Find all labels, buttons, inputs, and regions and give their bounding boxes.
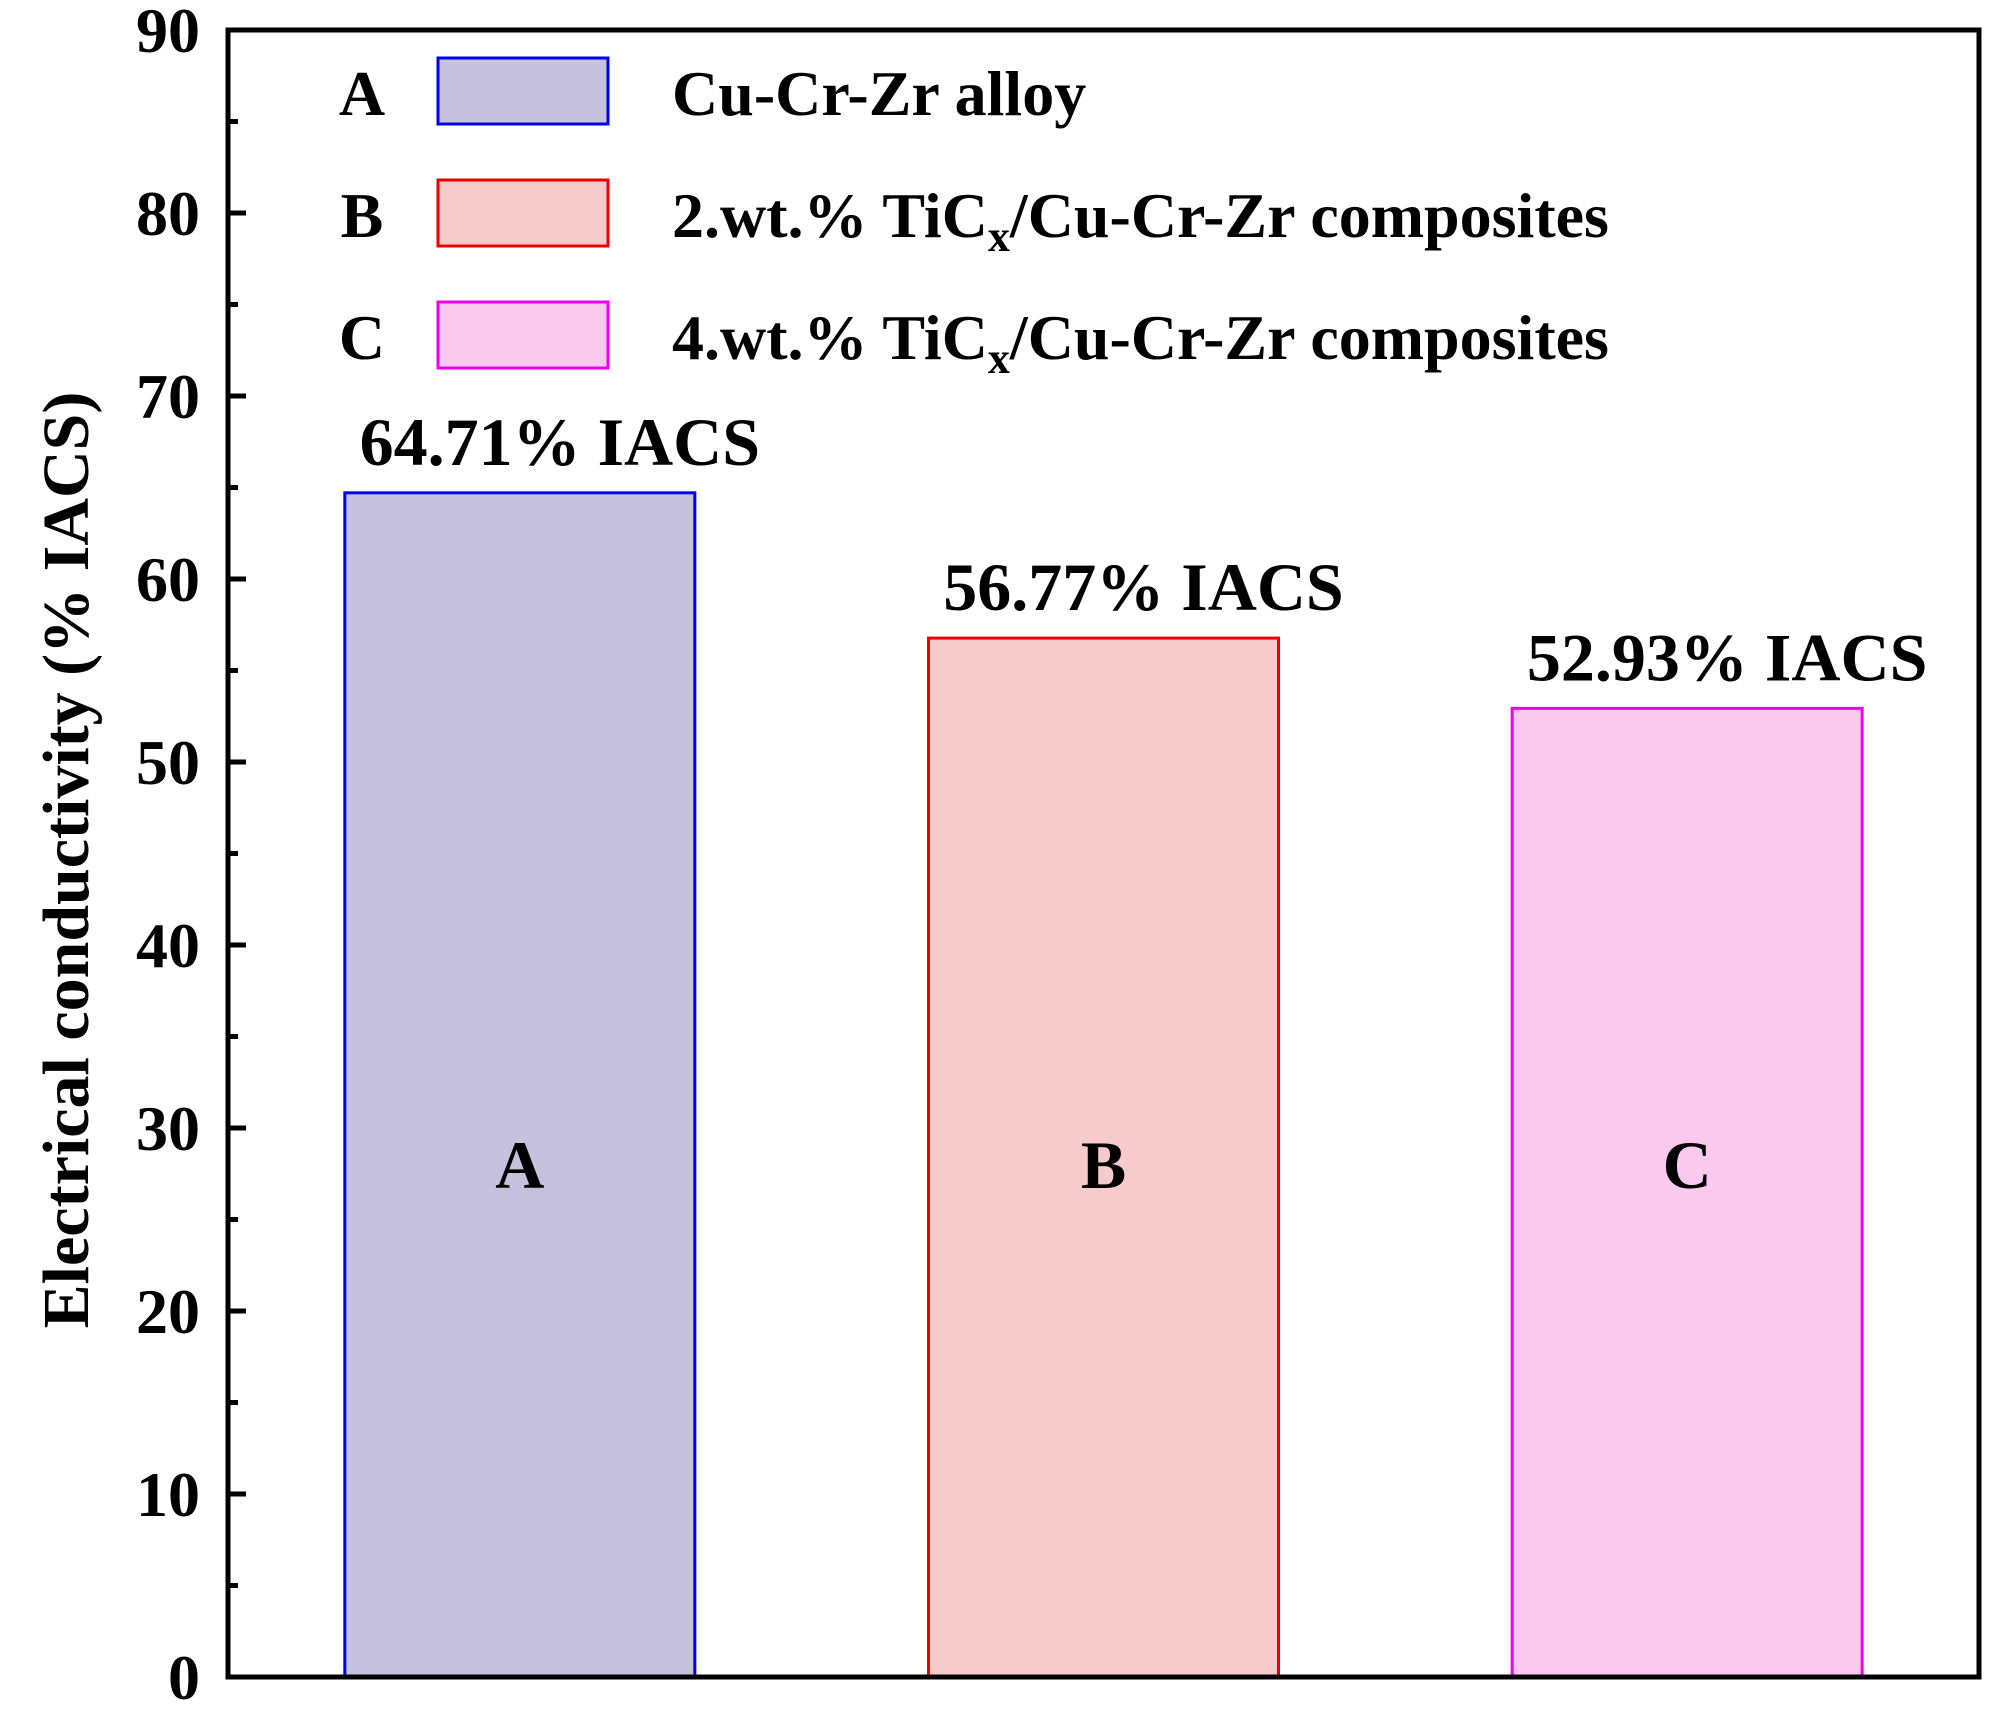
y-tick-label-40: 40 [136, 910, 200, 981]
y-tick-label-50: 50 [136, 727, 200, 798]
bar-a [343, 491, 697, 1679]
data-label-a: 64.71% IACS [360, 404, 761, 480]
y-tick-label-80: 80 [136, 178, 200, 249]
bar-b [927, 636, 1280, 1679]
data-labels-layer: 64.71% IACS A 56.77% IACS B 52.93% IACS C [360, 404, 1928, 1203]
legend-swatch-b [436, 178, 610, 248]
legend-key-a: A [339, 58, 385, 129]
y-tick-label-60: 60 [136, 544, 200, 615]
data-label-b: 56.77% IACS [943, 549, 1344, 625]
y-tick-label-20: 20 [136, 1276, 200, 1347]
y-tick-label-0: 0 [168, 1642, 200, 1713]
legend-label-c: 4.wt.% TiCx/Cu-Cr-Zr composites [672, 302, 1609, 383]
legend-swatch-c [436, 300, 610, 370]
legend-label-b: 2.wt.% TiCx/Cu-Cr-Zr composites [672, 180, 1609, 261]
bar-letter-c: C [1663, 1127, 1712, 1203]
bar-letter-a: A [495, 1127, 544, 1203]
axes: 0 10 20 30 40 50 60 70 80 90 [136, 0, 1982, 1713]
y-tick-label-90: 90 [136, 0, 200, 66]
legend-swatch-a [436, 56, 610, 126]
data-label-c: 52.93% IACS [1527, 619, 1928, 695]
legend: A Cu-Cr-Zr alloy B 2.wt.% TiCx/Cu-Cr-Zr com… [339, 56, 1609, 383]
bar-letter-b: B [1081, 1127, 1126, 1203]
y-tick-label-10: 10 [136, 1459, 200, 1530]
legend-key-b: B [341, 180, 384, 251]
legend-label-a: Cu-Cr-Zr alloy [672, 58, 1086, 129]
legend-key-c: C [339, 302, 385, 373]
bar-c [1510, 706, 1864, 1679]
y-axis-title: Electrical conductivity (% IACS) [30, 392, 103, 1329]
y-tick-label-30: 30 [136, 1093, 200, 1164]
bars-layer [343, 491, 1864, 1679]
y-tick-label-70: 70 [136, 361, 200, 432]
